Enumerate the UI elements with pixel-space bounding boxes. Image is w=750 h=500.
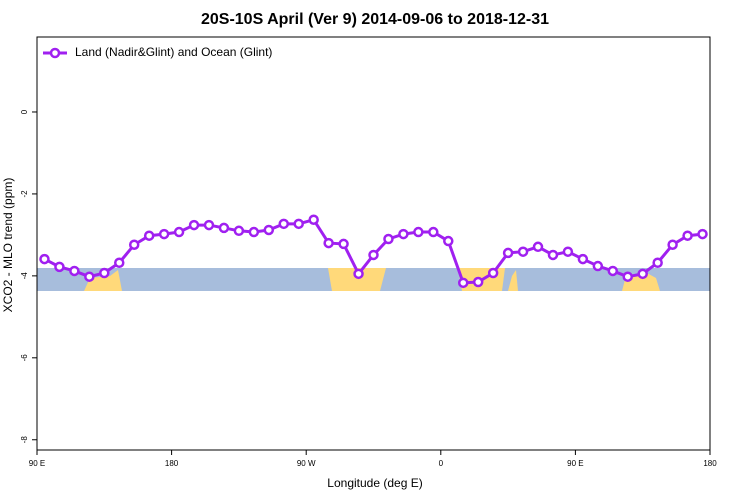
- point: [158, 228, 170, 240]
- x-axis-label: Longitude (deg E): [327, 476, 422, 490]
- point: [218, 222, 230, 234]
- point: [368, 249, 379, 261]
- point: [99, 267, 110, 279]
- y-tick-label: -4: [20, 272, 29, 280]
- point: [487, 267, 499, 279]
- point: [652, 257, 663, 269]
- chart-title: 20S-10S April (Ver 9) 2014-09-06 to 2018…: [201, 11, 549, 28]
- x-tick-label: 180: [703, 459, 717, 468]
- point: [398, 228, 409, 240]
- x-tick-label: 90 E: [567, 459, 583, 468]
- point: [472, 276, 484, 288]
- point: [323, 237, 334, 249]
- y-tick-label: -8: [20, 436, 29, 444]
- point: [248, 226, 260, 238]
- point: [577, 253, 589, 265]
- point: [592, 260, 604, 272]
- point: [128, 239, 140, 250]
- legend-label: Land (Nadir&Glint) and Ocean (Glint): [75, 45, 272, 59]
- y-axis-label: XCO2 - MLO trend (ppm): [1, 178, 15, 313]
- point: [622, 271, 633, 282]
- y-tick-label: -6: [20, 354, 29, 362]
- point: [428, 226, 439, 238]
- point: [173, 226, 185, 238]
- x-tick-label: 0: [439, 459, 444, 468]
- y-tick-label: 0: [20, 109, 29, 114]
- point: [203, 219, 215, 231]
- x-tick-label: 180: [165, 459, 179, 468]
- point: [637, 268, 648, 280]
- point: [293, 218, 304, 230]
- point: [278, 218, 290, 230]
- point: [69, 265, 80, 277]
- point: [532, 241, 544, 253]
- point: [667, 239, 678, 250]
- x-tick-label: 90 W: [297, 459, 316, 468]
- point: [457, 277, 469, 289]
- point: [383, 233, 394, 245]
- point: [517, 246, 529, 257]
- point: [697, 228, 708, 240]
- point: [54, 261, 65, 273]
- point: [547, 249, 559, 261]
- point: [84, 271, 95, 282]
- point: [443, 235, 454, 247]
- point: [607, 265, 619, 277]
- point: [338, 238, 349, 250]
- point: [682, 230, 693, 241]
- plot-frame: [36, 36, 711, 451]
- point: [413, 226, 424, 238]
- point: [39, 253, 50, 265]
- point: [143, 230, 155, 241]
- point: [263, 224, 275, 236]
- point: [502, 247, 514, 259]
- y-tick-label: -2: [20, 190, 29, 198]
- point: [353, 268, 364, 280]
- point: [114, 257, 125, 269]
- point: [188, 219, 200, 231]
- x-tick-label: 90 E: [29, 459, 45, 468]
- legend-marker: [49, 47, 61, 59]
- point: [233, 225, 245, 237]
- point: [308, 214, 319, 225]
- point: [562, 246, 574, 257]
